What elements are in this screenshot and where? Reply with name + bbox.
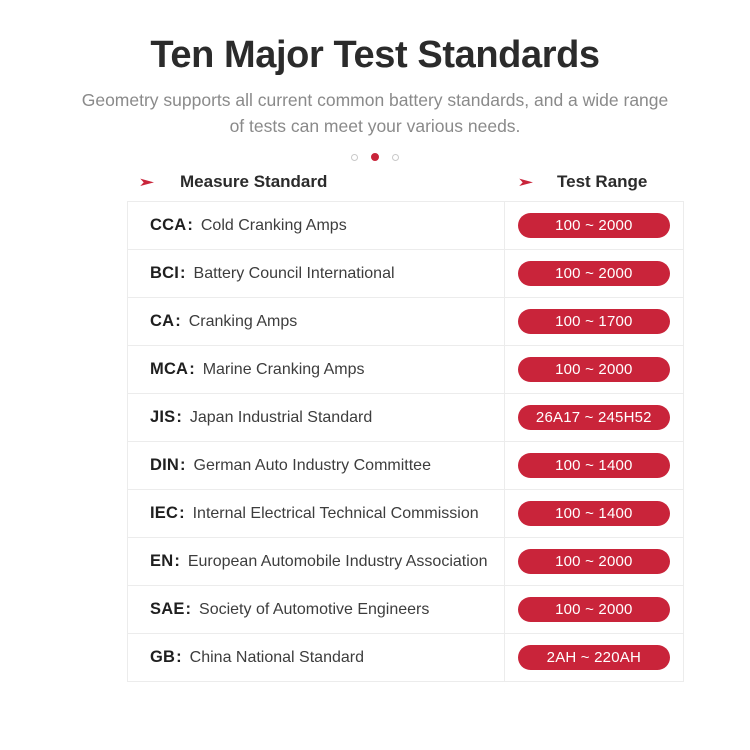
cell-measure-standard: BCI : Battery Council International bbox=[128, 250, 504, 297]
cell-measure-standard: SAE : Society of Automotive Engineers bbox=[128, 586, 504, 633]
table-row: DIN : German Auto Industry Committee 100… bbox=[128, 442, 683, 490]
carousel-dot-3[interactable] bbox=[392, 153, 399, 161]
cell-measure-standard: IEC : Internal Electrical Technical Comm… bbox=[128, 490, 504, 537]
test-range-badge: 100 ~ 2000 bbox=[517, 213, 670, 238]
table-row: SAE : Society of Automotive Engineers 10… bbox=[128, 586, 683, 634]
cell-measure-standard: MCA : Marine Cranking Amps bbox=[128, 346, 504, 393]
separator-colon: : bbox=[179, 504, 185, 522]
page-header: Ten Major Test Standards Geometry suppor… bbox=[0, 0, 750, 164]
standard-description: Society of Automotive Engineers bbox=[199, 600, 430, 618]
standard-description: Marine Cranking Amps bbox=[202, 360, 365, 378]
arrow-right-icon: ➤ bbox=[138, 175, 155, 189]
table-row: EN : European Automobile Industry Associ… bbox=[128, 538, 683, 586]
standard-description: European Automobile Industry Association bbox=[187, 552, 488, 570]
cell-test-range: 2AH ~ 220AH bbox=[503, 634, 683, 681]
standard-description: Battery Council International bbox=[193, 264, 395, 282]
arrow-right-icon: ➤ bbox=[517, 175, 534, 189]
standards-table: ➤ Measure Standard ➤ Test Range CCA : Co… bbox=[127, 165, 684, 682]
standard-code: GB bbox=[150, 648, 176, 666]
test-range-badge: 2AH ~ 220AH bbox=[517, 645, 670, 670]
standard-description: Internal Electrical Technical Commission bbox=[192, 504, 479, 522]
cell-test-range: 100 ~ 1400 bbox=[503, 442, 683, 489]
cell-measure-standard: CA : Cranking Amps bbox=[128, 298, 504, 345]
table-row: GB : China National Standard 2AH ~ 220AH bbox=[128, 634, 683, 682]
cell-test-range: 100 ~ 2000 bbox=[503, 250, 683, 297]
separator-colon: : bbox=[180, 264, 186, 282]
table-row: CA : Cranking Amps 100 ~ 1700 bbox=[128, 298, 683, 346]
test-range-badge: 100 ~ 2000 bbox=[517, 357, 670, 382]
cell-test-range: 100 ~ 2000 bbox=[503, 346, 683, 393]
separator-colon: : bbox=[185, 600, 192, 618]
standard-code: SAE bbox=[150, 600, 185, 618]
cell-measure-standard: EN : European Automobile Industry Associ… bbox=[128, 538, 504, 585]
page-subtitle: Geometry supports all current common bat… bbox=[81, 89, 669, 137]
test-range-badge: 100 ~ 1700 bbox=[517, 309, 670, 334]
standard-code: CA bbox=[150, 312, 175, 330]
standard-description: Cranking Amps bbox=[188, 312, 298, 330]
cell-measure-standard: JIS : Japan Industrial Standard bbox=[128, 394, 504, 441]
test-range-badge: 100 ~ 2000 bbox=[517, 597, 670, 622]
column-header-measure-standard-label: Measure Standard bbox=[180, 172, 328, 191]
separator-colon: : bbox=[176, 408, 182, 426]
standard-description: Japan Industrial Standard bbox=[189, 408, 373, 426]
standard-description: Cold Cranking Amps bbox=[200, 216, 347, 234]
cell-test-range: 100 ~ 1400 bbox=[503, 490, 683, 537]
cell-measure-standard: DIN : German Auto Industry Committee bbox=[128, 442, 504, 489]
standard-code: MCA bbox=[150, 360, 189, 378]
table-row: JIS : Japan Industrial Standard 26A17 ~ … bbox=[128, 394, 683, 442]
standard-code: EN bbox=[150, 552, 174, 570]
standard-code: CCA bbox=[150, 216, 187, 234]
standard-code: DIN bbox=[150, 456, 180, 474]
carousel-dots[interactable] bbox=[0, 150, 750, 164]
table-body: CCA : Cold Cranking Amps 100 ~ 2000 BCI … bbox=[127, 201, 684, 682]
page-title: Ten Major Test Standards bbox=[150, 34, 600, 76]
standard-code: BCI bbox=[150, 264, 180, 282]
table-row: CCA : Cold Cranking Amps 100 ~ 2000 bbox=[128, 202, 683, 250]
table-row: MCA : Marine Cranking Amps 100 ~ 2000 bbox=[128, 346, 683, 394]
cell-test-range: 100 ~ 2000 bbox=[503, 202, 683, 249]
separator-colon: : bbox=[187, 216, 193, 234]
table-row: BCI : Battery Council International 100 … bbox=[128, 250, 683, 298]
carousel-dot-1[interactable] bbox=[351, 153, 358, 161]
test-range-badge: 100 ~ 2000 bbox=[517, 549, 670, 574]
cell-test-range: 100 ~ 1700 bbox=[503, 298, 683, 345]
cell-measure-standard: CCA : Cold Cranking Amps bbox=[128, 202, 504, 249]
separator-colon: : bbox=[176, 648, 182, 666]
carousel-dot-2-active[interactable] bbox=[371, 153, 379, 162]
separator-colon: : bbox=[180, 456, 186, 474]
cell-measure-standard: GB : China National Standard bbox=[128, 634, 504, 681]
test-range-badge: 100 ~ 2000 bbox=[517, 261, 670, 286]
standard-code: IEC bbox=[150, 504, 179, 522]
standard-description: China National Standard bbox=[189, 648, 364, 666]
standard-code: JIS bbox=[150, 408, 176, 426]
standard-description: German Auto Industry Committee bbox=[193, 456, 431, 474]
separator-colon: : bbox=[174, 552, 180, 570]
cell-test-range: 100 ~ 2000 bbox=[503, 538, 683, 585]
column-header-test-range-label: Test Range bbox=[557, 172, 648, 191]
test-range-badge: 26A17 ~ 245H52 bbox=[517, 405, 670, 430]
test-range-badge: 100 ~ 1400 bbox=[517, 501, 670, 526]
table-row: IEC : Internal Electrical Technical Comm… bbox=[128, 490, 683, 538]
column-header-test-range: ➤ Test Range bbox=[504, 172, 684, 192]
test-range-badge: 100 ~ 1400 bbox=[517, 453, 670, 478]
separator-colon: : bbox=[175, 312, 181, 330]
cell-test-range: 100 ~ 2000 bbox=[503, 586, 683, 633]
cell-test-range: 26A17 ~ 245H52 bbox=[503, 394, 683, 441]
column-header-measure-standard: ➤ Measure Standard bbox=[127, 172, 504, 192]
separator-colon: : bbox=[189, 360, 195, 378]
table-header-row: ➤ Measure Standard ➤ Test Range bbox=[127, 165, 684, 201]
